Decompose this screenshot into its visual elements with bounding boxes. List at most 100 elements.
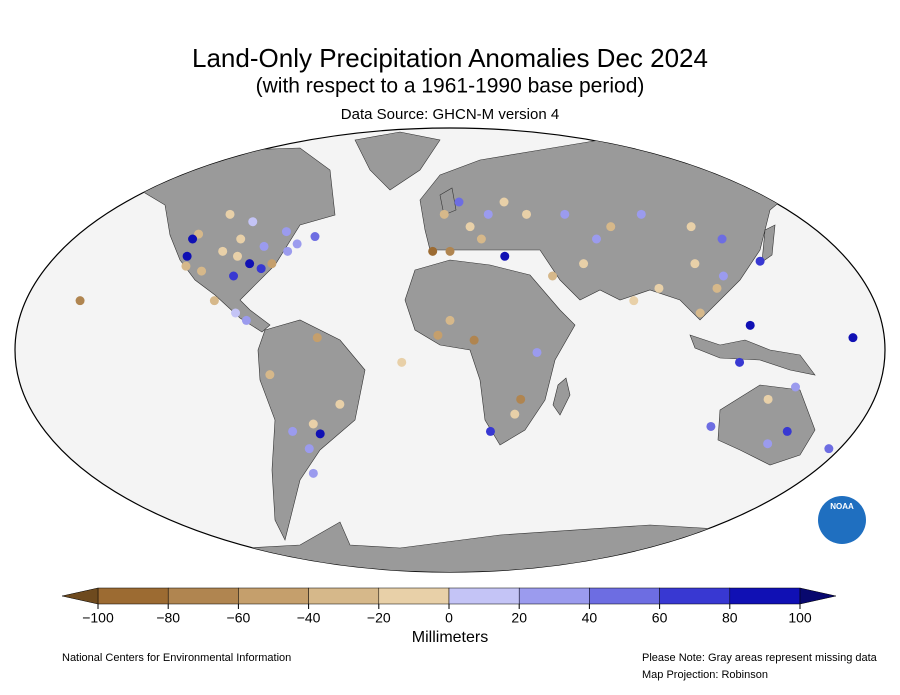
footer-note: Please Note: Gray areas represent missin… [642,652,878,664]
colorbar-tick-label: −60 [227,610,251,626]
station [283,246,293,256]
subtitle: (with respect to a 1961-1990 base period… [256,75,645,98]
colorbar-bin [167,587,239,605]
station [312,333,322,343]
station [445,315,455,325]
station [516,394,526,404]
station [629,296,639,306]
station [288,426,298,436]
station [439,209,449,219]
station [248,217,258,227]
colorbar-tick-label: 80 [722,610,738,626]
stations [75,197,858,478]
colorbar-bin [659,587,731,605]
colorbar-bin [589,587,660,605]
station [782,426,792,436]
station [182,251,192,261]
madagascar [552,377,571,416]
colorbar-tick-label: 100 [788,610,812,626]
station [225,209,235,219]
colorbar-bin [238,587,309,605]
station [75,296,85,306]
station [522,209,532,219]
footer-projection: Map Projection: Robinson [642,669,768,681]
station [606,222,616,232]
station [824,444,834,454]
station [485,426,495,436]
station [763,394,773,404]
colorbar-bin [308,587,380,605]
station [267,259,277,269]
station [256,264,266,274]
colorbar-label: Millimeters [412,629,488,646]
station [218,246,228,256]
title: Land-Only Precipitation Anomalies Dec 20… [192,43,708,73]
station [712,283,722,293]
station [469,335,479,345]
station [510,409,520,419]
station [532,347,542,357]
station [636,209,646,219]
station [791,382,801,392]
station [231,308,241,318]
station [428,246,438,256]
uk [439,187,457,216]
station [763,439,773,449]
station [499,197,509,207]
colorbar-bin [97,587,169,605]
station [281,227,291,237]
station [690,259,700,269]
station [308,419,318,429]
colorbar: −100 −80 −60 −40 −20 0 20 40 60 80 100 [61,587,837,626]
logo-text: NOAA [830,502,854,511]
station [483,209,493,219]
colorbar-tick-label: −20 [367,610,391,626]
logo [818,496,866,544]
station [265,370,275,380]
station [194,229,204,239]
indonesia [689,334,816,376]
station [706,421,716,431]
station [500,251,510,261]
australia [717,384,816,466]
japan [761,224,776,263]
station [197,266,207,276]
colorbar-tick-label: −100 [82,610,114,626]
station [718,271,728,281]
colorbar-bin [518,587,590,605]
station [315,429,325,439]
station [695,308,705,318]
station [745,320,755,330]
station [397,357,407,367]
colorbar-bin [729,587,801,605]
colorbar-tick-label: −40 [297,610,321,626]
station [465,222,475,232]
station [292,239,302,249]
colorbar-tick-label: −80 [156,610,180,626]
greenland [354,131,441,191]
station [654,283,664,293]
africa [404,259,576,446]
colorbar-over [799,587,837,605]
station [560,209,570,219]
station [335,399,345,409]
station [592,234,602,244]
station [755,256,765,266]
station [717,234,727,244]
colorbar-tick-label: 40 [582,610,598,626]
station [686,222,696,232]
land [129,131,871,572]
station [188,234,198,244]
station [209,296,219,306]
station [181,261,191,271]
colorbar-under [61,587,99,605]
station [259,241,269,251]
station [445,246,455,256]
north-america [129,147,336,333]
source: Data Source: GHCN-M version 4 [341,106,559,123]
south-america [257,319,366,541]
station [848,333,858,343]
station [454,197,464,207]
station [236,234,246,244]
